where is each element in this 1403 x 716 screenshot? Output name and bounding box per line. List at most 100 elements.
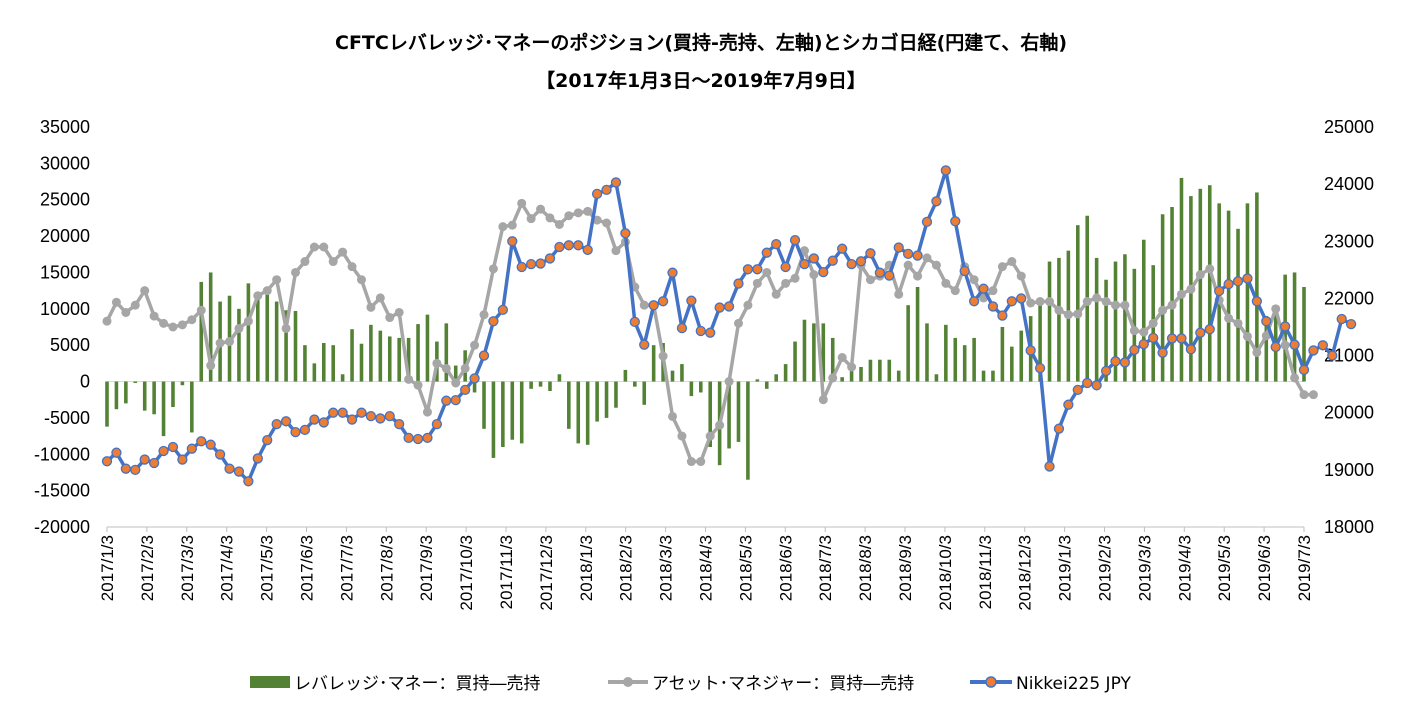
- data-point: [328, 407, 339, 418]
- bar: [1207, 185, 1212, 382]
- bar: [576, 381, 581, 444]
- bar: [1245, 203, 1250, 382]
- x-axis: 2017/1/3 2017/2/3 2017/3/3 2017/4/3 2017/5/3…: [98, 527, 1314, 611]
- y-left-tick-label: -5000: [44, 408, 90, 428]
- bar: [161, 381, 166, 437]
- x-tick-label: 2017/4/3: [218, 535, 237, 601]
- x-tick-label: 2018/11/3: [976, 535, 995, 609]
- data-point: [497, 304, 509, 316]
- bar: [331, 345, 335, 382]
- bar: [972, 337, 976, 382]
- bar: [567, 381, 571, 429]
- bar: [868, 359, 873, 382]
- data-point: [913, 271, 923, 281]
- x-tick-label: 2017/6/3: [298, 535, 317, 601]
- data-point: [375, 413, 386, 424]
- data-point: [291, 267, 300, 277]
- x-tick-label: 2017/1/3: [98, 535, 117, 601]
- bar: [387, 336, 392, 382]
- bar: [1113, 261, 1118, 382]
- data-point: [385, 313, 395, 323]
- data-point: [1251, 296, 1263, 307]
- bar: [397, 337, 401, 382]
- data-point: [488, 264, 498, 274]
- data-point: [1345, 318, 1357, 330]
- data-point: [563, 240, 574, 251]
- data-point: [280, 416, 292, 427]
- data-point: [828, 373, 838, 383]
- x-tick-label: 2018/2/3: [617, 535, 636, 601]
- data-point: [1195, 270, 1205, 280]
- data-point: [262, 286, 272, 296]
- x-tick-label: 2017/2/3: [138, 535, 157, 601]
- data-point: [479, 310, 489, 320]
- data-point: [1233, 318, 1243, 328]
- data-point: [771, 289, 781, 299]
- x-tick-label: 2018/1/3: [577, 535, 596, 601]
- bar: [623, 369, 628, 382]
- data-point: [940, 165, 951, 176]
- data-point: [1072, 384, 1083, 396]
- bar: [246, 283, 251, 382]
- data-point: [988, 286, 998, 296]
- data-point: [412, 433, 424, 445]
- data-point: [610, 177, 622, 188]
- data-point: [855, 256, 867, 267]
- data-point: [177, 454, 188, 465]
- data-point: [1186, 284, 1196, 294]
- data-point: [478, 350, 490, 361]
- bar: [680, 364, 684, 382]
- data-point: [1290, 373, 1300, 383]
- data-point: [827, 255, 838, 266]
- bar: [312, 363, 317, 382]
- y-left-tick-label: 15000: [40, 262, 90, 282]
- data-point: [120, 463, 131, 474]
- data-point: [130, 464, 141, 476]
- data-point: [1158, 305, 1168, 315]
- data-point: [149, 311, 159, 321]
- data-point: [677, 431, 687, 441]
- data-point: [591, 188, 603, 200]
- data-point: [921, 216, 933, 228]
- legend-marker-asset: [623, 677, 633, 687]
- legend: レバレッジ･マネー：買持―売持 アセット･マネジャー：買持―売持 Nikkei2…: [250, 674, 1131, 694]
- bar: [369, 324, 373, 382]
- bar: [934, 374, 939, 382]
- data-point: [696, 457, 706, 467]
- bar: [152, 381, 156, 415]
- data-point: [469, 373, 480, 384]
- bar: [1264, 316, 1269, 382]
- bar: [1160, 214, 1165, 382]
- data-point: [404, 374, 414, 384]
- bar: [114, 381, 119, 410]
- data-point: [234, 323, 244, 333]
- data-point: [582, 244, 593, 256]
- bar: [1132, 268, 1137, 382]
- data-point: [1082, 297, 1092, 307]
- bar: [727, 381, 731, 449]
- bar: [1076, 225, 1080, 382]
- data-point: [1129, 326, 1139, 336]
- x-tick-label: 2019/3/3: [1135, 535, 1154, 601]
- data-point: [168, 322, 178, 332]
- data-point: [1092, 293, 1102, 303]
- bar: [237, 308, 241, 382]
- data-point: [1214, 285, 1225, 297]
- bar: [425, 314, 430, 382]
- bar: [1000, 327, 1005, 382]
- x-tick-label: 2019/6/3: [1255, 535, 1274, 601]
- x-tick-label: 2018/10/3: [936, 535, 955, 611]
- data-point: [695, 325, 706, 337]
- x-tick-label: 2017/10/3: [457, 535, 476, 611]
- bar: [293, 311, 298, 382]
- data-point: [554, 241, 565, 253]
- data-point: [931, 196, 942, 207]
- data-point: [375, 293, 385, 303]
- chart-title: CFTCレバレッジ･マネーのポジション(買持-売持、左軸)とシカゴ日経(円建て、…: [335, 31, 1067, 54]
- bar: [340, 374, 345, 382]
- data-point: [1242, 273, 1253, 284]
- data-point: [583, 206, 593, 216]
- data-point: [1261, 316, 1272, 327]
- data-point: [629, 316, 640, 328]
- data-point: [611, 246, 621, 256]
